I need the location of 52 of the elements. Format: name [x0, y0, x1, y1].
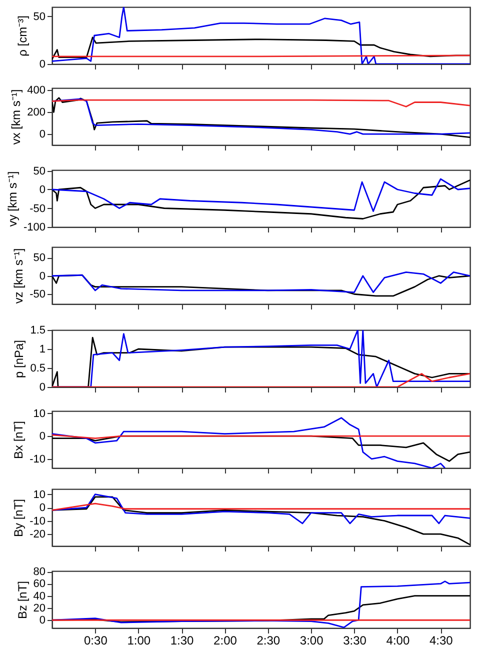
y-tick-label: -10	[30, 515, 46, 528]
y-tick-label: 1	[39, 344, 46, 356]
x-tick-label: 2:30	[256, 634, 280, 648]
y-axis-title: vy [km s⁻¹]	[5, 171, 20, 227]
y-tick-label: 0	[39, 128, 46, 141]
y-axis-title: Bz [nT]	[15, 580, 30, 620]
y-tick-label: 1.5	[30, 324, 46, 336]
line-series	[52, 417, 446, 468]
y-tick-label: 0.5	[30, 362, 46, 374]
y-axis-title: vx [km s⁻¹]	[9, 89, 24, 145]
y-tick-label: 60	[33, 578, 46, 590]
y-tick-label: 0	[39, 430, 46, 443]
y-tick-label: 10	[33, 408, 46, 420]
x-tick-label: 1:00	[127, 634, 151, 648]
line-series	[52, 494, 470, 524]
x-tick-label: 4:30	[429, 634, 454, 648]
y-tick-label: 10	[33, 488, 46, 501]
y-tick-label: 20	[33, 602, 46, 614]
y-tick-label: 0	[39, 382, 46, 394]
y-tick-label: -20	[30, 528, 46, 541]
y-tick-label: 0	[39, 614, 46, 627]
x-tick-label: 4:00	[386, 634, 410, 648]
x-tick-label: 2:00	[214, 634, 238, 648]
y-tick-label: 0	[39, 502, 46, 514]
y-axis-title: p [nPa]	[12, 340, 26, 378]
y-tick-label: -50	[30, 288, 46, 301]
y-axis-title: Bx [nT]	[12, 420, 26, 460]
y-tick-label: -50	[30, 202, 46, 215]
line-series	[52, 99, 470, 108]
y-tick-label: -100	[23, 222, 46, 234]
y-axis-title: ρ [cm⁻³]	[15, 16, 30, 56]
line-series	[52, 178, 470, 212]
y-tick-label: 40	[33, 590, 46, 602]
y-tick-label: 0	[39, 270, 46, 282]
y-tick-label: 400	[27, 84, 46, 97]
y-tick-label: 0	[39, 184, 46, 196]
y-tick-label: 50	[33, 165, 46, 178]
y-tick-label: 50	[33, 252, 46, 264]
y-tick-label: 200	[27, 106, 46, 119]
line-series	[52, 272, 470, 294]
y-tick-label: 50	[33, 11, 46, 23]
line-series	[52, 179, 470, 220]
y-axis-title: vz [km s⁻¹]	[12, 248, 26, 304]
x-tick-label: 0:30	[84, 634, 108, 648]
y-axis-title: By [nT]	[12, 498, 26, 538]
line-series	[52, 502, 470, 511]
x-tick-label: 3:30	[343, 634, 367, 648]
x-tick-label: 3:00	[300, 634, 324, 648]
x-tick-label: 1:30	[170, 634, 194, 648]
y-tick-label: -10	[30, 453, 46, 466]
y-tick-label: 80	[33, 566, 46, 578]
y-tick-label: 0	[39, 58, 46, 70]
